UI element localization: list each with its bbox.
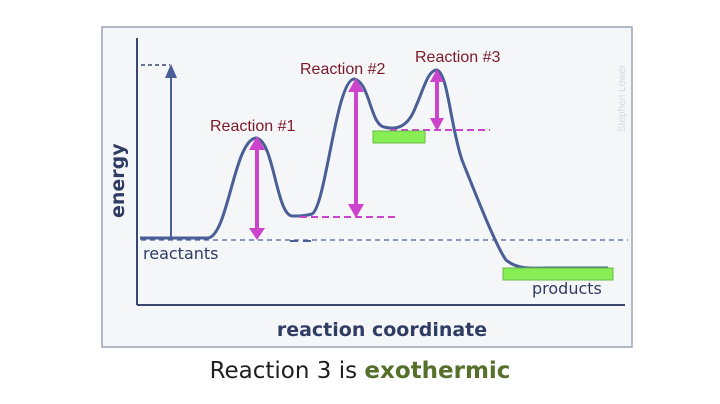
reaction-2-arrow-bottom [348, 204, 364, 218]
reaction-3-label: Reaction #3 [415, 49, 500, 66]
energy-curve [140, 68, 608, 270]
reaction-2-arrow-top [348, 78, 364, 92]
reaction-1-arrow-bottom [249, 228, 265, 240]
products-label: products [532, 279, 602, 298]
y-axis-label: energy [107, 143, 129, 218]
reaction-1-arrow-top [249, 136, 265, 150]
reaction-1-label: Reaction #1 [210, 118, 295, 135]
plot-frame [101, 26, 633, 348]
intermediate-level-bar [372, 130, 426, 144]
watermark: Stephen Lower [617, 64, 628, 132]
overall-energy-arrowhead [165, 64, 177, 78]
reaction-3-arrow-top [430, 69, 444, 82]
reactants-label: reactants [143, 244, 219, 263]
caption-emphasis: exothermic [364, 358, 511, 384]
x-axis-label: reaction coordinate [277, 319, 487, 341]
products-level-bar [502, 267, 614, 281]
reaction-3-arrow-bottom [430, 118, 444, 131]
reaction-2-label: Reaction #2 [300, 61, 385, 78]
caption-prefix: Reaction 3 is [209, 358, 365, 384]
caption: Reaction 3 is exothermic [0, 358, 720, 384]
